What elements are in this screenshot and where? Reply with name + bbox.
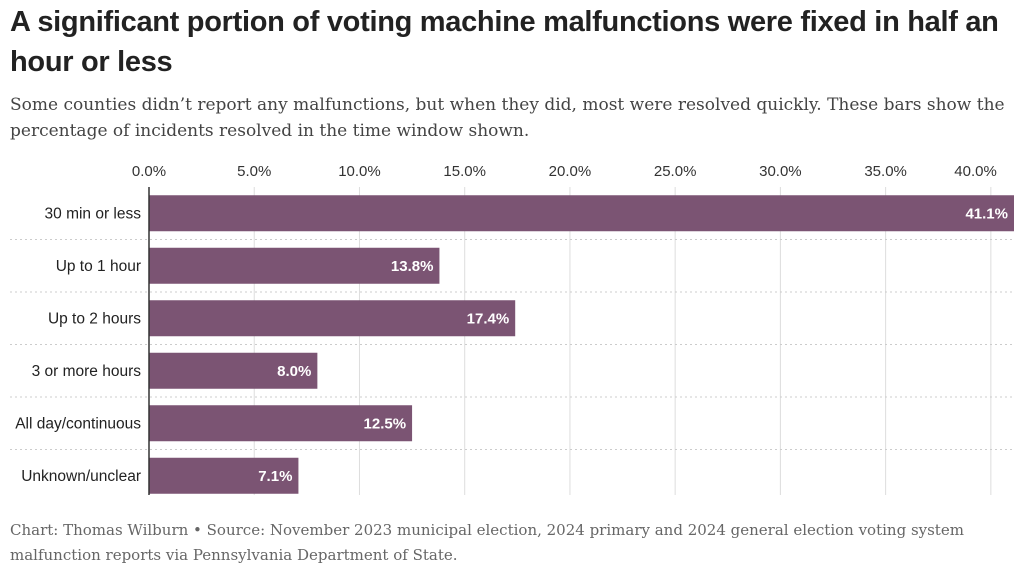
x-tick-label: 30.0%	[759, 163, 802, 180]
chart-title: A significant portion of voting machine …	[10, 6, 999, 78]
chart-source-credit: Chart: Thomas Wilburn • Source: November…	[10, 521, 964, 564]
x-tick-label: 5.0%	[237, 163, 271, 180]
x-tick-label: 15.0%	[443, 163, 486, 180]
bar-value-label: 7.1%	[258, 468, 292, 485]
category-label: Up to 2 hours	[48, 310, 141, 327]
category-label: Unknown/unclear	[21, 468, 141, 485]
chart-subtitle: Some counties didn’t report any malfunct…	[10, 95, 1005, 141]
bar	[149, 352, 318, 389]
x-tick-label: 20.0%	[549, 163, 592, 180]
bar	[149, 405, 413, 442]
bar	[149, 457, 299, 494]
category-label: All day/continuous	[15, 415, 141, 432]
bar	[149, 300, 516, 337]
bar-value-label: 17.4%	[467, 310, 510, 327]
bar-value-label: 41.1%	[965, 205, 1008, 222]
category-label: 30 min or less	[45, 205, 142, 222]
x-tick-label: 10.0%	[338, 163, 381, 180]
bar-value-label: 13.8%	[391, 258, 434, 275]
bar-value-label: 12.5%	[364, 415, 407, 432]
bar-value-label: 8.0%	[277, 363, 311, 380]
bar	[149, 247, 440, 284]
category-label: Up to 1 hour	[56, 258, 141, 275]
x-tick-label: 25.0%	[654, 163, 697, 180]
x-tick-label: 35.0%	[864, 163, 907, 180]
x-tick-label: 0.0%	[132, 163, 166, 180]
category-label: 3 or more hours	[32, 363, 142, 380]
bar-chart: 0.0% 5.0% 10.0% 15.0% 20.0% 25.0% 30.0% 35.0% 40…	[10, 163, 1014, 495]
x-tick-label: 40.0%	[954, 163, 997, 180]
bar	[149, 195, 1014, 232]
